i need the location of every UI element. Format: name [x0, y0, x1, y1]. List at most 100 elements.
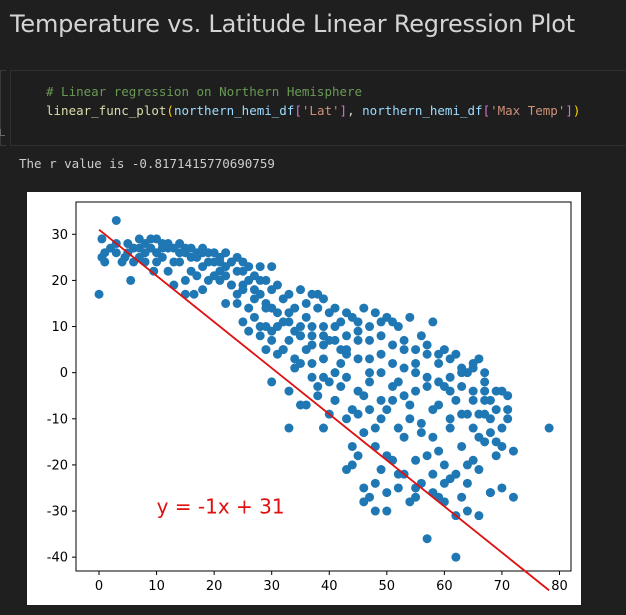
data-point: [180, 275, 190, 285]
data-point: [359, 483, 369, 493]
data-point: [474, 511, 484, 521]
data-point: [399, 363, 409, 373]
data-point: [382, 405, 392, 415]
data-point: [307, 340, 317, 350]
data-point: [405, 400, 415, 410]
data-point: [215, 275, 225, 285]
data-point: [508, 446, 518, 456]
data-point: [267, 335, 277, 345]
data-point: [491, 451, 501, 461]
data-point: [330, 368, 340, 378]
code-cell[interactable]: # Linear regression on Northern Hemisphe…: [10, 70, 626, 146]
data-point: [428, 317, 438, 327]
data-point: [428, 469, 438, 479]
data-point: [445, 354, 455, 364]
data-point: [100, 248, 110, 258]
y-tick-label: -40: [47, 551, 68, 566]
data-point: [422, 451, 432, 461]
data-point: [249, 312, 259, 322]
data-point: [370, 423, 380, 433]
data-point: [457, 492, 467, 502]
data-point: [434, 358, 444, 368]
data-point: [313, 391, 323, 401]
data-point: [232, 298, 242, 308]
x-tick-label: 30: [263, 579, 280, 594]
data-point: [198, 285, 208, 295]
data-point: [365, 368, 375, 378]
data-point: [307, 358, 317, 368]
data-point: [468, 358, 478, 368]
x-tick-label: 20: [206, 579, 223, 594]
data-point: [376, 349, 386, 359]
data-point: [485, 488, 495, 498]
y-tick-label: 10: [51, 320, 68, 335]
data-point: [468, 386, 478, 396]
x-tick-label: 40: [321, 579, 338, 594]
data-point: [451, 469, 461, 479]
data-point: [97, 234, 107, 244]
plot-output-image: -40 -30 -20 -10 0 10 20 30 0 10 20 30 40 50 60 70 80 y …: [27, 192, 581, 605]
data-point: [313, 303, 323, 313]
data-point: [411, 345, 421, 355]
data-point: [249, 271, 259, 281]
data-point: [439, 478, 449, 488]
data-point: [508, 492, 518, 502]
data-point: [238, 266, 248, 276]
code-arg1-key: 'Lat': [301, 103, 340, 118]
data-point: [445, 372, 455, 382]
data-point: [203, 248, 213, 258]
code-arg2-open-bracket: [: [482, 103, 491, 118]
data-point: [497, 441, 507, 451]
x-tick-label: 10: [148, 579, 165, 594]
data-point: [434, 377, 444, 387]
data-point: [152, 257, 162, 267]
data-point: [376, 331, 386, 341]
code-open-paren: (: [166, 103, 174, 118]
data-point: [192, 248, 202, 258]
data-point: [319, 340, 328, 350]
data-point: [313, 382, 323, 391]
data-point: [451, 395, 461, 405]
data-point: [434, 400, 444, 410]
data-point: [359, 497, 369, 507]
code-arg2-key: 'Max Temp': [490, 103, 566, 118]
data-point: [388, 358, 398, 368]
data-point: [140, 239, 150, 249]
data-point: [503, 391, 513, 401]
data-point: [457, 363, 467, 373]
data-point: [149, 266, 159, 276]
data-point: [157, 243, 167, 253]
x-axis: 0 10 20 30 40 50 60 70 80: [95, 571, 568, 594]
code-function-name: linear_func_plot: [46, 103, 167, 118]
data-point: [422, 372, 432, 382]
data-point: [411, 492, 421, 502]
data-point: [272, 308, 282, 318]
data-point: [267, 377, 277, 387]
data-point: [434, 446, 444, 456]
markdown-heading: Temperature vs. Latitude Linear Regressi…: [10, 10, 575, 38]
cell-gutter[interactable]: [0, 70, 6, 146]
data-point: [330, 335, 340, 345]
data-point: [295, 331, 305, 341]
data-point: [319, 322, 328, 332]
data-point: [370, 506, 380, 516]
data-point: [480, 386, 490, 396]
data-point: [411, 386, 421, 396]
code-arg1-open-bracket: [: [294, 103, 302, 118]
data-point: [226, 280, 236, 290]
data-point: [359, 303, 369, 313]
data-point: [163, 266, 173, 276]
data-point: [365, 377, 375, 387]
data-point: [474, 432, 484, 442]
data-point: [353, 354, 363, 364]
data-point: [284, 335, 294, 345]
data-point: [497, 423, 507, 433]
code-comment-line: # Linear regression on Northern Hemisphe…: [46, 83, 362, 101]
data-point: [457, 409, 467, 419]
data-point: [399, 335, 409, 345]
data-point: [393, 483, 403, 493]
data-point: [307, 322, 317, 332]
data-point: [301, 400, 311, 410]
data-point: [393, 423, 403, 433]
